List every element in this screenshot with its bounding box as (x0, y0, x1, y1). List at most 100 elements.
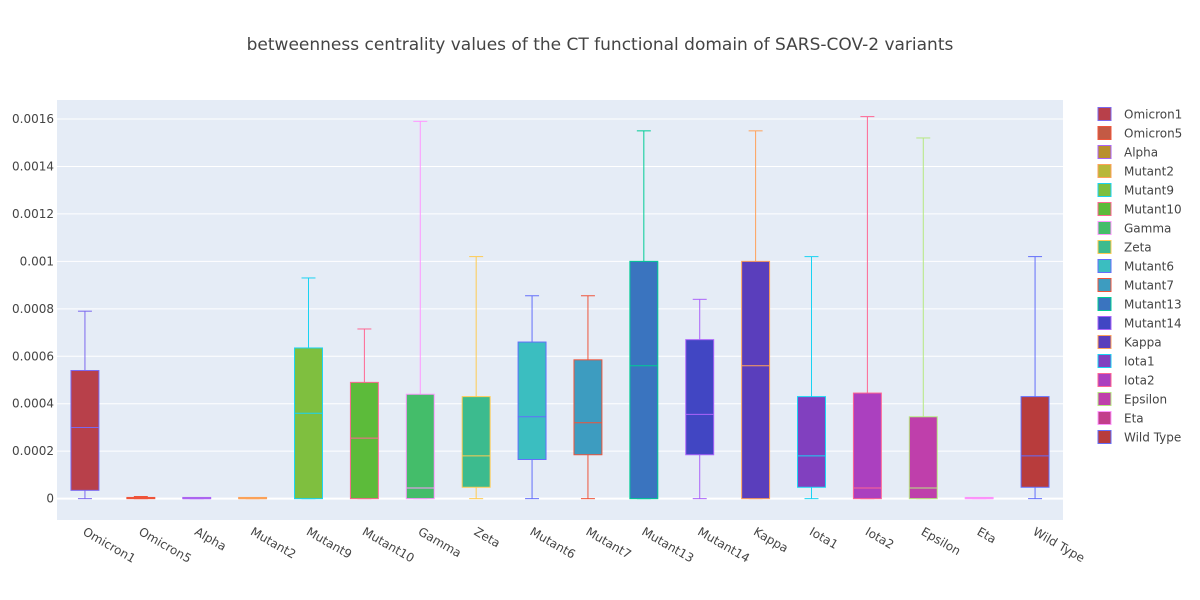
y-tick-label: 0.0004 (12, 397, 54, 411)
y-tick-label: 0.0008 (12, 302, 54, 316)
legend-item: Wild Type (1097, 430, 1181, 445)
legend-swatch (1097, 126, 1112, 140)
legend-label: Mutant2 (1124, 165, 1174, 179)
y-tick-label: 0.0006 (12, 349, 54, 363)
box-omicron1 (70, 310, 100, 500)
y-tick-label: 0.0012 (12, 207, 54, 221)
y-tick-label: 0.0002 (12, 444, 54, 458)
iqr-box (517, 341, 547, 460)
legend-label: Iota1 (1124, 355, 1155, 369)
box-zeta (461, 256, 491, 500)
legend-swatch (1097, 392, 1112, 406)
box-mutant13 (629, 130, 659, 500)
gridlines (57, 118, 1063, 500)
box-alpha (182, 496, 212, 500)
legend-swatch (1097, 145, 1112, 159)
legend-item: Mutant10 (1097, 202, 1182, 217)
x-tick-label: Gamma (416, 524, 464, 560)
legend-label: Mutant10 (1124, 203, 1182, 217)
x-tick-label: Iota2 (863, 524, 896, 551)
legend-swatch (1097, 221, 1112, 235)
x-tick-label: Alpha (192, 524, 229, 553)
box-mutant14 (685, 298, 715, 500)
iqr-box (852, 392, 882, 500)
legend-swatch (1097, 183, 1112, 197)
box-mutant6 (517, 295, 547, 500)
legend-swatch (1097, 373, 1112, 387)
box-epsilon (908, 137, 938, 500)
x-tick-label: Epsilon (919, 524, 963, 558)
iqr-box (349, 381, 379, 500)
iqr-box (685, 339, 715, 456)
x-tick-label: Mutant9 (304, 524, 354, 561)
iqr-box (461, 396, 491, 488)
legend-label: Kappa (1124, 336, 1162, 350)
x-tick-label: Omicron5 (136, 524, 194, 565)
legend-swatch (1097, 316, 1112, 330)
legend-swatch (1097, 411, 1112, 425)
legend-label: Mutant14 (1124, 317, 1182, 331)
x-tick-label: Omicron1 (80, 524, 138, 565)
legend-label: Mutant9 (1124, 184, 1174, 198)
legend-label: Mutant6 (1124, 260, 1174, 274)
iqr-box (741, 260, 771, 500)
legend-item: Mutant7 (1097, 278, 1174, 293)
legend-item: Alpha (1097, 145, 1158, 160)
y-tick-label: 0.0016 (12, 112, 54, 126)
legend-item: Gamma (1097, 221, 1171, 236)
x-tick-label: Mutant13 (639, 524, 696, 565)
box-mutant7 (573, 295, 603, 500)
plot-area (57, 100, 1063, 520)
iqr-box (70, 370, 100, 491)
x-tick-label: Kappa (751, 524, 791, 555)
x-tick-label: Wild Type (1031, 524, 1088, 565)
x-tick-label: Mutant14 (695, 524, 752, 565)
legend-swatch (1097, 297, 1112, 311)
legend-swatch (1097, 107, 1112, 121)
x-tick-label: Mutant10 (360, 524, 417, 565)
legend-label: Omicron5 (1124, 127, 1182, 141)
legend-item: Epsilon (1097, 392, 1167, 407)
legend-label: Zeta (1124, 241, 1152, 255)
y-tick-label: 0 (46, 492, 54, 506)
legend-swatch (1097, 259, 1112, 273)
legend-swatch (1097, 202, 1112, 216)
iqr-box (908, 416, 938, 500)
legend-label: Wild Type (1124, 431, 1181, 445)
legend-swatch (1097, 164, 1112, 178)
legend-label: Omicron1 (1124, 108, 1182, 122)
legend-item: Omicron5 (1097, 126, 1182, 141)
legend-item: Kappa (1097, 335, 1162, 350)
legend-item: Omicron1 (1097, 107, 1182, 122)
legend-item: Mutant13 (1097, 297, 1182, 312)
iqr-box (629, 260, 659, 500)
box-eta (964, 496, 994, 500)
x-tick-label: Eta (975, 524, 999, 546)
iqr-box (1020, 396, 1050, 488)
legend-swatch (1097, 430, 1112, 444)
legend: Omicron1 Omicron5 Alpha Mutant2 Mutant9 Mutan… (1097, 107, 1182, 445)
legend-label: Mutant7 (1124, 279, 1174, 293)
y-tick-label: 0.001 (20, 254, 54, 268)
legend-item: Iota2 (1097, 373, 1155, 388)
x-tick-label: Iota1 (807, 524, 840, 551)
legend-label: Mutant13 (1124, 298, 1182, 312)
iqr-box (797, 396, 826, 488)
iqr-box (573, 359, 603, 456)
x-tick-label: Mutant2 (248, 524, 298, 561)
legend-item: Mutant2 (1097, 164, 1174, 179)
legend-item: Mutant14 (1097, 316, 1182, 331)
legend-item: Mutant9 (1097, 183, 1174, 198)
box-plots (70, 116, 1050, 500)
legend-swatch (1097, 240, 1112, 254)
legend-swatch (1097, 354, 1112, 368)
box-iota2 (852, 116, 882, 500)
legend-item: Eta (1097, 411, 1144, 426)
box-mutant2 (238, 496, 268, 500)
legend-item: Zeta (1097, 240, 1152, 255)
legend-label: Iota2 (1124, 374, 1155, 388)
x-tick-label: Mutant7 (583, 524, 633, 561)
legend-label: Eta (1124, 412, 1144, 426)
